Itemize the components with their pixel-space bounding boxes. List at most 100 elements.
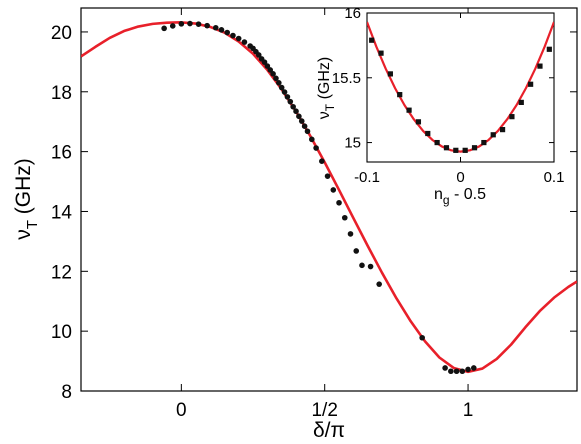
- main-data-point: [195, 21, 202, 27]
- main-data-point: [376, 281, 382, 287]
- main-data-point: [353, 248, 360, 254]
- main-data-point: [470, 365, 477, 371]
- inset-y-tick-label: 15: [344, 135, 361, 152]
- inset-data-point: [462, 147, 468, 153]
- inset-data-point: [443, 145, 450, 151]
- inset-data-point: [415, 119, 422, 125]
- inset-data-point: [387, 71, 393, 77]
- inset-y-axis-title: νT (GHz): [316, 57, 337, 119]
- main-data-point: [419, 334, 425, 341]
- main-y-axis-unit: (GHz): [12, 158, 35, 214]
- main-y-axis-symbol: ν: [12, 229, 35, 240]
- main-data-marks: [81, 20, 577, 375]
- inset-x-axis-subscript: g: [443, 193, 450, 207]
- inset-x-tick-label: 0: [456, 169, 464, 186]
- inset-data-point: [434, 139, 440, 146]
- main-data-point: [212, 24, 219, 31]
- inset-y-axis-symbol: ν: [316, 111, 333, 119]
- inset-data-point: [397, 92, 403, 98]
- main-data-point: [453, 368, 460, 375]
- main-data-point: [448, 368, 454, 375]
- main-data-point: [287, 98, 294, 105]
- inset-x-axis-rest: - 0.5: [450, 186, 487, 203]
- main-data-point: [465, 366, 471, 373]
- inset-data-point: [546, 46, 552, 52]
- inset-x-axis-symbol: n: [434, 186, 443, 203]
- main-data-point: [308, 136, 315, 143]
- main-x-tick-label: 0: [176, 400, 187, 421]
- main-data-point: [301, 123, 308, 129]
- main-data-point: [255, 52, 262, 58]
- main-y-tick-label: 10: [51, 322, 72, 343]
- main-y-axis-subscript: T: [24, 220, 41, 229]
- inset-data-point: [499, 127, 506, 133]
- main-data-point: [278, 84, 285, 91]
- main-data-point: [270, 71, 276, 77]
- main-data-point: [290, 103, 296, 110]
- main-y-tick-label: 12: [51, 262, 72, 283]
- main-x-tick-label: 1: [463, 400, 474, 421]
- main-data-point: [273, 75, 279, 82]
- main-data-point: [187, 20, 193, 27]
- inset-x-axis-title: ng - 0.5: [434, 186, 486, 207]
- inset-data-point: [471, 145, 478, 151]
- main-data-point: [347, 231, 354, 237]
- main-y-tick-label: 14: [51, 202, 73, 223]
- main-data-point: [293, 108, 299, 115]
- inset-panel: -0.1 0 0.1 15 15.5 16 ng - 0.5 νT (GHz): [316, 5, 564, 207]
- main-data-point: [319, 158, 325, 164]
- main-data-point: [218, 27, 225, 33]
- inset-data-point: [406, 107, 412, 113]
- main-data-point: [341, 214, 348, 221]
- inset-y-tick-label: 16: [344, 5, 361, 22]
- inset-data-point: [481, 139, 487, 146]
- inset-x-tick-label: 0.1: [544, 169, 565, 186]
- main-y-tick-label: 16: [51, 143, 72, 164]
- inset-data-point: [453, 147, 459, 153]
- inset-x-tick-label: -0.1: [354, 169, 380, 186]
- main-data-point: [459, 368, 466, 375]
- main-data-point: [161, 25, 167, 32]
- main-data-point: [169, 23, 176, 29]
- main-data-point: [359, 262, 365, 269]
- main-y-tick-label: 8: [61, 382, 72, 403]
- inset-data-point: [369, 37, 375, 43]
- main-data-point: [241, 39, 248, 45]
- main-data-point: [264, 63, 271, 69]
- inset-y-axis-subscript: T: [323, 103, 337, 111]
- inset-data-point: [537, 63, 543, 69]
- main-data-point: [178, 21, 185, 27]
- inset-tick-marks: [366, 12, 555, 162]
- main-data-point: [313, 145, 319, 151]
- main-data-point: [442, 365, 448, 371]
- inset-data-point: [518, 99, 524, 105]
- main-x-axis-title: δ/π: [313, 419, 345, 442]
- main-data-point: [296, 113, 302, 120]
- main-y-tick-label: 20: [51, 23, 72, 44]
- main-data-point: [324, 173, 331, 179]
- inset-data-point: [378, 50, 384, 56]
- inset-tick-labels: -0.1 0 0.1 15 15.5 16: [332, 5, 565, 186]
- main-data-point: [204, 22, 210, 29]
- main-data-point: [235, 35, 242, 42]
- main-x-tick-label: 1/2: [311, 400, 337, 421]
- main-y-tick-label: 18: [51, 83, 72, 104]
- main-data-point: [304, 128, 311, 135]
- inset-data-point: [490, 132, 496, 138]
- main-data-point: [330, 187, 337, 193]
- main-data-point: [267, 67, 274, 73]
- main-data-point: [336, 199, 342, 206]
- inset-data-point: [425, 130, 431, 137]
- inset-y-tick-label: 15.5: [332, 70, 361, 87]
- main-data-point: [224, 29, 231, 36]
- main-data-point: [298, 118, 305, 124]
- main-data-point: [367, 263, 374, 270]
- inset-data-point: [509, 114, 515, 120]
- main-y-axis-title: νT (GHz): [12, 158, 41, 240]
- main-data-point: [281, 89, 288, 95]
- main-fit-curve: [81, 21, 577, 374]
- inset-data-marks: [367, 21, 554, 153]
- main-data-point: [261, 59, 268, 65]
